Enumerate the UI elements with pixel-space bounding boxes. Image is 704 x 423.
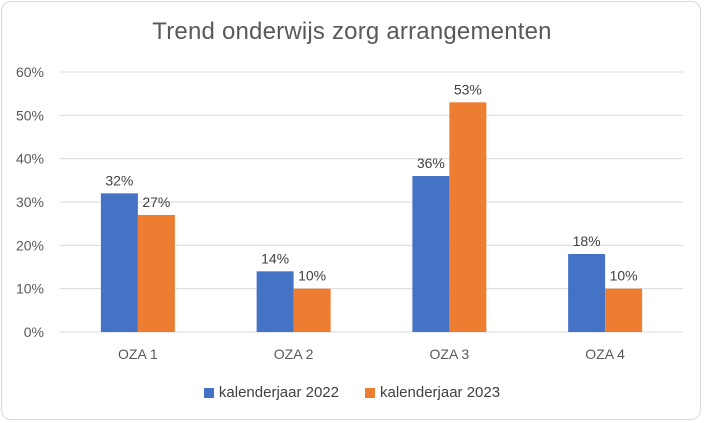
legend-item-series-1: kalenderjaar 2022 (203, 384, 339, 401)
y-tick-label: 30% (16, 194, 44, 210)
data-label: 18% (573, 233, 601, 249)
y-tick-label: 0% (24, 324, 44, 340)
bar (137, 215, 175, 332)
legend: kalenderjaar 2022 kalenderjaar 2023 (0, 384, 704, 401)
y-tick-label: 10% (16, 281, 44, 297)
y-tick-label: 60% (16, 64, 44, 80)
bar (100, 193, 138, 332)
data-label: 53% (454, 81, 482, 97)
y-tick-label: 50% (16, 107, 44, 123)
legend-label-series-1: kalenderjaar 2022 (218, 384, 339, 401)
data-label: 27% (142, 194, 170, 210)
data-label: 32% (105, 172, 133, 188)
x-tick-label: OZA 1 (118, 346, 158, 362)
bar (293, 288, 331, 332)
bar (605, 288, 643, 332)
data-label: 36% (417, 155, 445, 171)
bar (412, 176, 450, 332)
chart-title: Trend onderwijs zorg arrangementen (152, 18, 552, 45)
x-tick-label: OZA 3 (430, 346, 470, 362)
bar (568, 254, 606, 332)
x-tick-label: OZA 2 (274, 346, 314, 362)
data-label: 14% (261, 250, 289, 266)
legend-item-series-2: kalenderjaar 2023 (365, 384, 500, 401)
legend-label-series-2: kalenderjaar 2023 (380, 384, 501, 401)
bar (449, 102, 487, 332)
data-label: 10% (610, 268, 638, 284)
legend-swatch-series-1 (203, 387, 214, 398)
data-label: 10% (298, 268, 326, 284)
legend-swatch-series-2 (365, 387, 375, 398)
bar (256, 271, 294, 332)
y-tick-label: 40% (16, 151, 44, 167)
x-tick-label: OZA 4 (585, 346, 625, 362)
y-tick-label: 20% (16, 237, 44, 253)
